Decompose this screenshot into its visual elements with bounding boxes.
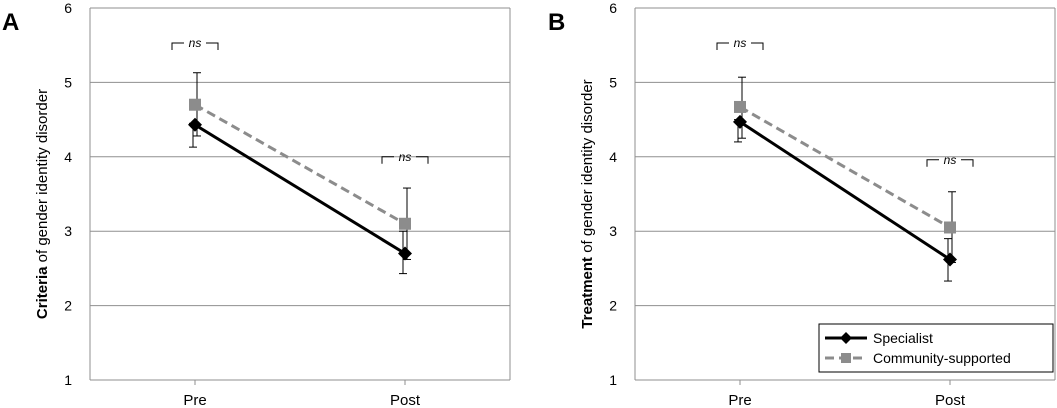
chart-panel-b: B 1 2 3 4 5 6 Pre Post Treatment of gender identi… (548, 0, 1056, 408)
y-axis-label-rest: of gender identity disorder (579, 79, 596, 257)
panel-letter: A (2, 9, 19, 36)
series-line-community-supported (739, 105, 951, 229)
y-axis-label-rest: of gender identity disorder (34, 89, 51, 267)
data-point-community-supported (944, 221, 956, 234)
legend-swatch-marker (841, 353, 851, 363)
y-tick-label: 4 (609, 149, 617, 165)
significance-bracket (171, 42, 219, 50)
data-point-community-supported (734, 100, 746, 113)
y-tick-label: 1 (64, 372, 72, 388)
legend-box (818, 323, 1054, 373)
significance-bracket (716, 42, 764, 50)
y-tick-label: 4 (64, 149, 72, 165)
data-point-specialist (398, 246, 412, 261)
y-tick-label: 2 (64, 298, 72, 314)
data-point-specialist (733, 114, 747, 129)
series-line-community-supported (194, 103, 406, 226)
x-tick-label: Post (390, 392, 421, 408)
significance-label: ns (734, 36, 747, 50)
y-axis-label-bold: Treatment (579, 257, 596, 329)
y-tick-label: 5 (609, 74, 617, 90)
x-tick-label: Post (935, 392, 966, 408)
data-point-specialist (188, 117, 202, 132)
legend-label: Specialist (873, 330, 933, 346)
chart-panel-a: A 1 2 3 4 5 6 Pre Post Criteria of gender identit… (2, 0, 511, 408)
y-tick-label: 3 (64, 223, 72, 239)
data-point-community-supported (399, 217, 411, 230)
y-axis-label: Criteria of gender identity disorder (34, 89, 51, 319)
y-tick-label: 6 (609, 0, 617, 16)
y-tick-label: 5 (64, 74, 72, 90)
significance-label: ns (399, 150, 412, 164)
series-line-specialist (194, 123, 406, 255)
legend-swatch-marker (840, 332, 852, 344)
y-tick-label: 2 (609, 298, 617, 314)
significance-bracket (926, 159, 974, 167)
legend-label: Community-supported (873, 350, 1011, 366)
series-line-specialist (739, 120, 951, 261)
y-tick-label: 1 (609, 372, 617, 388)
data-point-specialist (943, 252, 957, 267)
panel-letter: B (548, 9, 565, 36)
significance-label: ns (944, 153, 957, 167)
significance-bracket (381, 156, 429, 164)
significance-label: ns (189, 36, 202, 50)
y-tick-label: 3 (609, 223, 617, 239)
x-tick-label: Pre (728, 392, 751, 408)
y-axis-label-bold: Criteria (34, 266, 51, 319)
data-point-community-supported (189, 98, 201, 111)
y-axis-label: Treatment of gender identity disorder (579, 79, 596, 328)
y-tick-label: 6 (64, 0, 72, 16)
x-tick-label: Pre (183, 392, 206, 408)
